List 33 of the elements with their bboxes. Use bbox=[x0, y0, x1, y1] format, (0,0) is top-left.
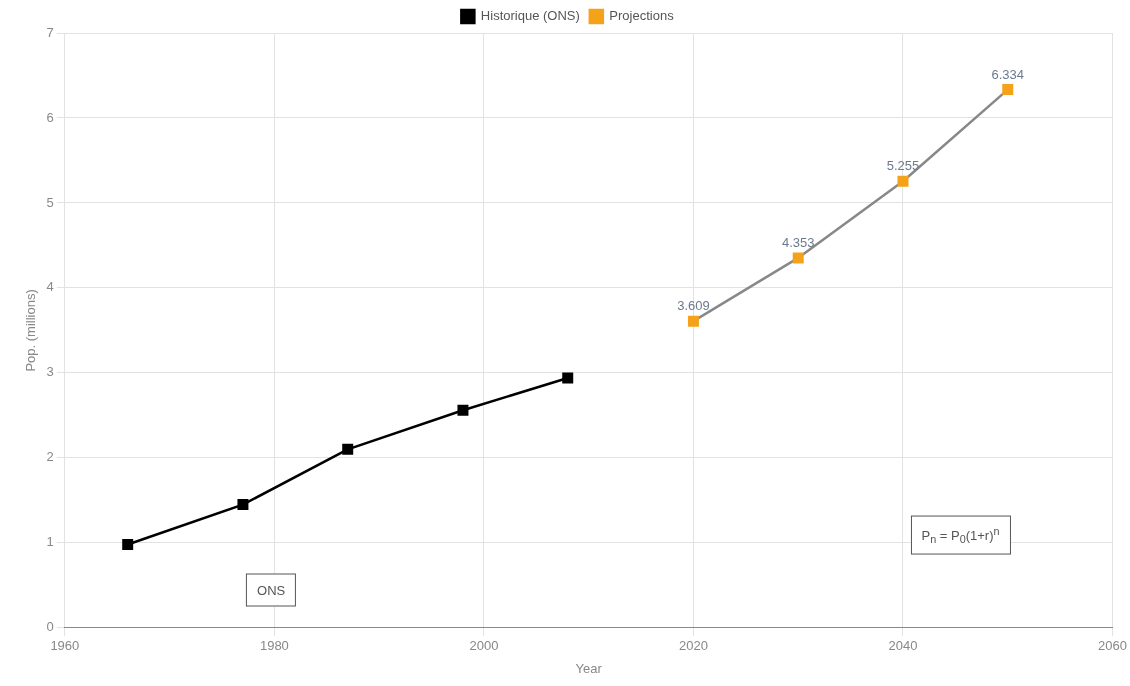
point bbox=[457, 404, 469, 416]
point bbox=[237, 499, 249, 511]
x-tick-label: 2040 bbox=[888, 638, 918, 654]
legend-label: Historique (ONS) bbox=[480, 8, 580, 24]
x-tick-label: 1980 bbox=[259, 638, 289, 654]
point bbox=[342, 443, 354, 455]
x-tick-label: 2020 bbox=[679, 638, 708, 654]
y-tick-label: 6 bbox=[46, 109, 54, 125]
legend-label: Projections bbox=[609, 8, 675, 24]
y-tick-label: 0 bbox=[46, 619, 54, 635]
annotation: P$_{n}$ = P$_{0}$(1+r)$^{n}$ bbox=[910, 515, 1011, 555]
annotation: ONS bbox=[246, 573, 297, 607]
point bbox=[562, 372, 574, 384]
data-label: 4.353 bbox=[781, 235, 815, 250]
y-tick-label: 2 bbox=[46, 449, 54, 465]
data-label: 5.255 bbox=[886, 158, 920, 174]
data-label: 3.609 bbox=[677, 298, 710, 314]
point bbox=[122, 539, 134, 551]
y-tick-label: 5 bbox=[46, 194, 54, 210]
y-tick-label: 1 bbox=[46, 534, 54, 550]
data-label: 6.334 bbox=[991, 66, 1025, 82]
x-axis-title: Year bbox=[575, 660, 603, 676]
y-tick-label: 3 bbox=[46, 364, 54, 380]
point bbox=[687, 315, 699, 327]
point bbox=[1002, 84, 1014, 96]
x-tick-label: 2000 bbox=[469, 638, 499, 654]
y-axis-title: Pop. (millions) bbox=[23, 289, 39, 372]
y-tick-label: 4 bbox=[46, 279, 54, 295]
point bbox=[792, 252, 804, 264]
x-tick-label: 1960 bbox=[50, 638, 80, 654]
x-tick-label: 2060 bbox=[1098, 638, 1127, 654]
point bbox=[897, 175, 909, 187]
y-tick-label: 7 bbox=[46, 24, 54, 40]
